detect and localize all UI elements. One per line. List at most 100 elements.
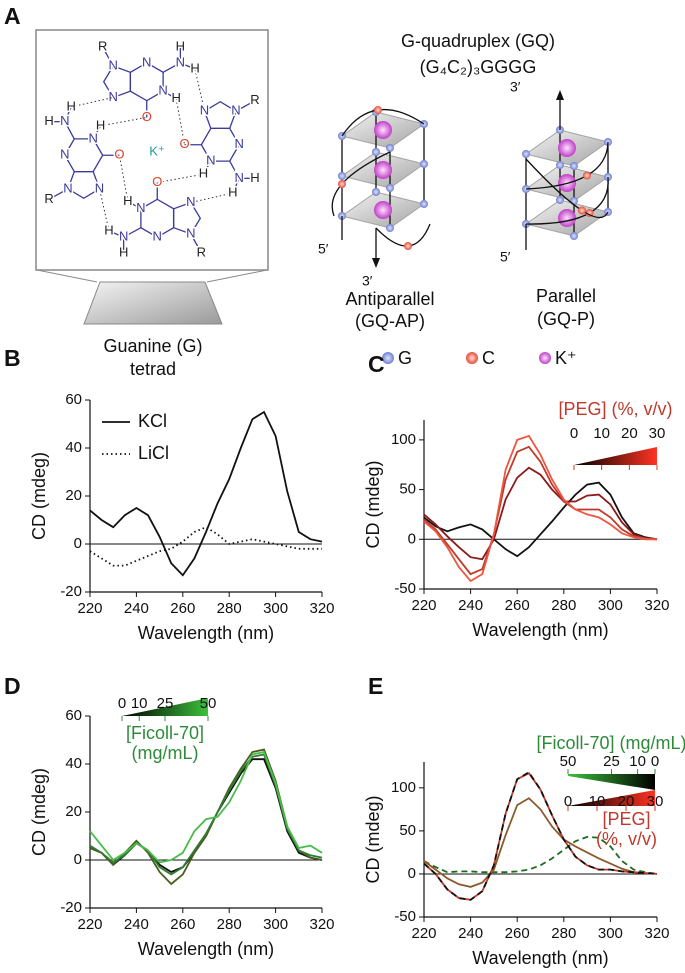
atom-label: H (171, 90, 180, 105)
bond (162, 62, 181, 73)
bond (108, 230, 124, 238)
x-tick-label: 320 (644, 925, 669, 942)
bond (48, 188, 69, 200)
legend-tick-label: 50 (560, 753, 577, 770)
atom-label: R (44, 191, 53, 206)
arrow (372, 258, 380, 268)
panel-label: D (4, 673, 21, 699)
strand-end: 3′ (510, 79, 521, 95)
y-tick-label: 50 (399, 822, 416, 839)
y-tick-label: 0 (74, 851, 82, 868)
g-ball (386, 144, 394, 152)
tetrad-slab (83, 281, 223, 325)
quadruplex-models (331, 90, 612, 268)
atom-label: R (250, 92, 259, 107)
atom-label: H (44, 113, 53, 128)
g-ball (570, 197, 578, 205)
g-ball (570, 162, 578, 170)
zoom-line (206, 269, 268, 283)
series-line (423, 835, 658, 875)
legend-title: [Ficoll-70] (126, 723, 204, 743)
series-line (423, 434, 657, 583)
series-line (89, 748, 323, 886)
y-axis-label: CD (mdeg) (363, 795, 383, 883)
atom-label: H (119, 244, 128, 259)
legend-label: KCl (138, 411, 167, 431)
bond (102, 46, 114, 67)
c-ball (404, 242, 412, 250)
atom-label: H (250, 170, 259, 185)
tetrad-label: tetrad (130, 359, 176, 379)
bond (229, 160, 240, 179)
legend-title: [PEG] (602, 809, 650, 829)
g-ball (556, 161, 564, 169)
legend-title: (mg/mL) (132, 743, 199, 763)
y-tick-label: 100 (391, 431, 416, 448)
y-tick-label: -20 (60, 583, 82, 600)
atom-label: N (60, 113, 69, 128)
legend-label: G (398, 348, 412, 368)
legend-tick-label: 10 (131, 695, 148, 712)
x-axis-label: Wavelength (nm) (472, 948, 608, 968)
atom-label: N (186, 225, 195, 240)
panel-label: B (4, 345, 21, 371)
atom-label: N (234, 170, 243, 185)
x-tick-label: 240 (124, 600, 149, 617)
x-tick-label: 220 (77, 600, 102, 617)
k-ball (558, 209, 576, 227)
legend-wedge (568, 774, 655, 790)
atom-label: O (152, 174, 162, 189)
g-ball (420, 160, 428, 168)
tetrad-box (35, 29, 269, 271)
atom-label: N (63, 180, 72, 195)
c-ball (583, 171, 591, 180)
atom-label: N (108, 57, 117, 72)
legend-tick-label: 0 (651, 753, 659, 770)
y-tick-label: -20 (60, 899, 82, 916)
y-tick-label: 20 (65, 803, 82, 820)
x-tick-label: 240 (124, 916, 149, 933)
x-tick-label: 220 (411, 925, 436, 942)
atom-label: H (176, 39, 185, 54)
g-ball (372, 148, 380, 156)
bond (202, 160, 212, 175)
legend-wedge (568, 790, 655, 806)
x-tick-label: 300 (263, 600, 288, 617)
g-ball (386, 184, 394, 192)
legend-g (382, 352, 394, 364)
y-tick-label: 100 (391, 779, 416, 796)
y-tick-label: 40 (65, 439, 82, 456)
x-tick-label: 280 (217, 916, 242, 933)
atom-label: O (142, 109, 152, 124)
bond (232, 178, 240, 194)
guanine-ring (102, 65, 132, 99)
legend-tick-label: 0 (118, 695, 126, 712)
y-tick-label: -50 (394, 908, 416, 925)
k-ball (374, 201, 392, 219)
y-tick-label: 60 (65, 391, 82, 408)
g-ball (420, 200, 428, 208)
topology-label: Antiparallel (345, 289, 434, 309)
atom-label: N (108, 89, 117, 104)
x-tick-label: 220 (77, 916, 102, 933)
x-tick-label: 260 (170, 600, 195, 617)
legend-label: C (482, 348, 495, 368)
legend-tick-label: 30 (649, 425, 666, 442)
legend-title: [PEG] (%, v/v) (558, 399, 672, 419)
series-line (89, 753, 323, 876)
atom-label: N (136, 200, 145, 215)
g-ball (522, 150, 530, 158)
bond (64, 106, 72, 122)
x-tick-label: 280 (217, 600, 242, 617)
legend-tick-label: 25 (603, 753, 620, 770)
y-tick-label: 20 (65, 487, 82, 504)
legend-title: [Ficoll-70] (mg/mL) (536, 733, 685, 753)
x-tick-label: 300 (263, 916, 288, 933)
atom-label: H (104, 222, 113, 237)
x-tick-label: 240 (458, 597, 483, 614)
atom-label: O (179, 136, 189, 151)
k-ball (374, 121, 392, 139)
legend-tick-label: 30 (647, 793, 664, 810)
